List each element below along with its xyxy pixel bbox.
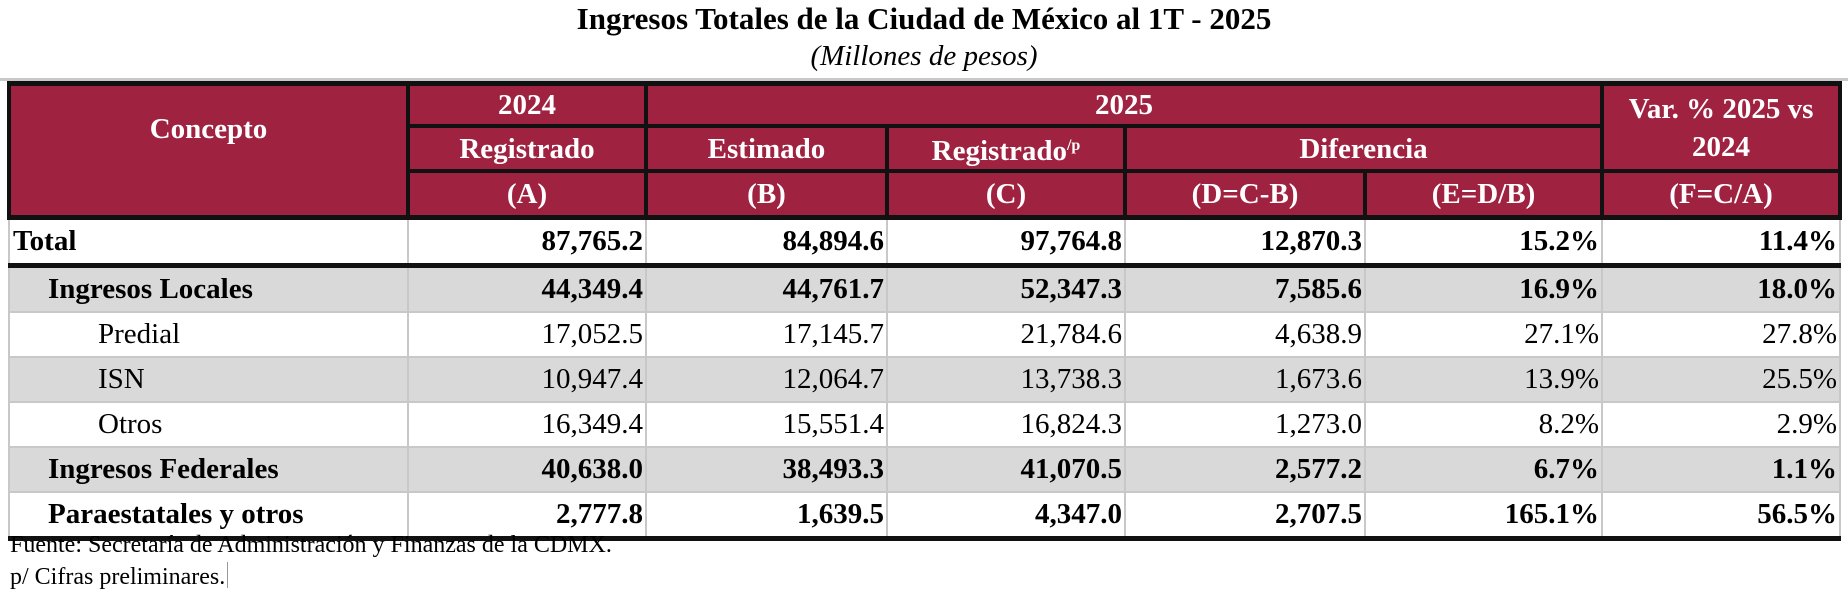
cell-a: 87,765.2 xyxy=(407,217,647,268)
footer-source: Fuente: Secretaría de Administración y F… xyxy=(10,532,612,558)
cell-b: 44,761.7 xyxy=(645,265,888,313)
header-col-b: (B) xyxy=(644,169,889,220)
header-variation: Var. % 2025 vs 2024 xyxy=(1600,81,1842,173)
header-registrado-2024: Registrado xyxy=(406,124,648,173)
text-cursor xyxy=(227,562,229,588)
cell-d: 7,585.6 xyxy=(1124,265,1366,313)
cell-f: 27.8% xyxy=(1601,312,1841,358)
header-col-a: (A) xyxy=(406,169,648,220)
cell-b: 17,145.7 xyxy=(645,312,888,358)
cell-b: 15,551.4 xyxy=(645,402,888,448)
cell-d: 1,673.6 xyxy=(1124,357,1366,403)
cell-d: 1,273.0 xyxy=(1124,402,1366,448)
cell-c: 41,070.5 xyxy=(886,447,1126,493)
cell-e: 27.1% xyxy=(1364,312,1603,358)
cell-b: 38,493.3 xyxy=(645,447,888,493)
preliminary-marker: /p xyxy=(1066,137,1081,154)
table-row-paraestatales: Paraestatales y otros 2,777.8 1,639.5 4,… xyxy=(8,492,1841,541)
cell-e: 13.9% xyxy=(1364,357,1603,403)
table-row-ingresos-federales: Ingresos Federales 40,638.0 38,493.3 41,… xyxy=(8,447,1841,493)
row-label: Otros xyxy=(8,402,409,448)
row-label: ISN xyxy=(8,357,409,403)
cell-e: 8.2% xyxy=(1364,402,1603,448)
row-label: Predial xyxy=(8,312,409,358)
cell-d: 12,870.3 xyxy=(1124,217,1366,268)
cell-d: 2,577.2 xyxy=(1124,447,1366,493)
cell-e: 165.1% xyxy=(1364,492,1603,541)
cell-d: 2,707.5 xyxy=(1124,492,1366,541)
cell-a: 2,777.8 xyxy=(407,492,647,541)
header-estimado: Estimado xyxy=(644,124,889,173)
cell-e: 15.2% xyxy=(1364,217,1603,268)
header-col-e: (E=D/B) xyxy=(1363,169,1604,220)
cell-f: 11.4% xyxy=(1601,217,1841,268)
footer-note-text: p/ Cifras preliminares. xyxy=(10,564,226,590)
table-row-predial: Predial 17,052.5 17,145.7 21,784.6 4,638… xyxy=(8,312,1841,358)
cell-b: 1,639.5 xyxy=(645,492,888,541)
header-col-d: (D=C-B) xyxy=(1123,169,1367,220)
table-title: Ingresos Totales de la Ciudad de México … xyxy=(576,1,1272,36)
table-row-otros: Otros 16,349.4 15,551.4 16,824.3 1,273.0… xyxy=(8,402,1841,448)
cell-b: 84,894.6 xyxy=(645,217,888,268)
cell-a: 10,947.4 xyxy=(407,357,647,403)
cell-c: 21,784.6 xyxy=(886,312,1126,358)
header-col-f: (F=C/A) xyxy=(1600,169,1842,220)
cell-c: 4,347.0 xyxy=(886,492,1126,541)
cell-f: 2.9% xyxy=(1601,402,1841,448)
footer-note: p/ Cifras preliminares. xyxy=(10,562,229,592)
cell-e: 16.9% xyxy=(1364,265,1603,313)
cell-a: 16,349.4 xyxy=(407,402,647,448)
cell-d: 4,638.9 xyxy=(1124,312,1366,358)
cell-f: 25.5% xyxy=(1601,357,1841,403)
cell-a: 17,052.5 xyxy=(407,312,647,358)
row-label: Ingresos Locales xyxy=(8,265,409,313)
top-divider xyxy=(0,78,1848,81)
header-registrado-2025-label: Registrado xyxy=(931,135,1067,167)
cell-e: 6.7% xyxy=(1364,447,1603,493)
income-table: Concepto 2024 2025 Var. % 2025 vs 2024 R… xyxy=(7,81,1842,541)
cell-c: 97,764.8 xyxy=(886,217,1126,268)
cell-b: 12,064.7 xyxy=(645,357,888,403)
cell-c: 16,824.3 xyxy=(886,402,1126,448)
table-row-total: Total 87,765.2 84,894.6 97,764.8 12,870.… xyxy=(8,217,1841,268)
cell-a: 44,349.4 xyxy=(407,265,647,313)
cell-c: 52,347.3 xyxy=(886,265,1126,313)
table-row-ingresos-locales: Ingresos Locales 44,349.4 44,761.7 52,34… xyxy=(8,265,1841,313)
header-concepto-blank xyxy=(7,171,410,220)
header-registrado-2025: Registrado/p xyxy=(885,124,1127,173)
header-diferencia: Diferencia xyxy=(1123,124,1604,173)
header-2025: 2025 xyxy=(644,81,1604,128)
row-label: Paraestatales y otros xyxy=(8,492,409,541)
cell-f: 56.5% xyxy=(1601,492,1841,541)
table-subtitle: (Millones de pesos) xyxy=(810,40,1038,72)
row-label: Ingresos Federales xyxy=(8,447,409,493)
header-concepto: Concepto xyxy=(7,81,410,171)
row-label: Total xyxy=(8,217,409,268)
cell-a: 40,638.0 xyxy=(407,447,647,493)
header-2024: 2024 xyxy=(406,81,648,128)
header-col-c: (C) xyxy=(885,169,1127,220)
cell-f: 1.1% xyxy=(1601,447,1841,493)
cell-f: 18.0% xyxy=(1601,265,1841,313)
cell-c: 13,738.3 xyxy=(886,357,1126,403)
table-row-isn: ISN 10,947.4 12,064.7 13,738.3 1,673.6 1… xyxy=(8,357,1841,403)
